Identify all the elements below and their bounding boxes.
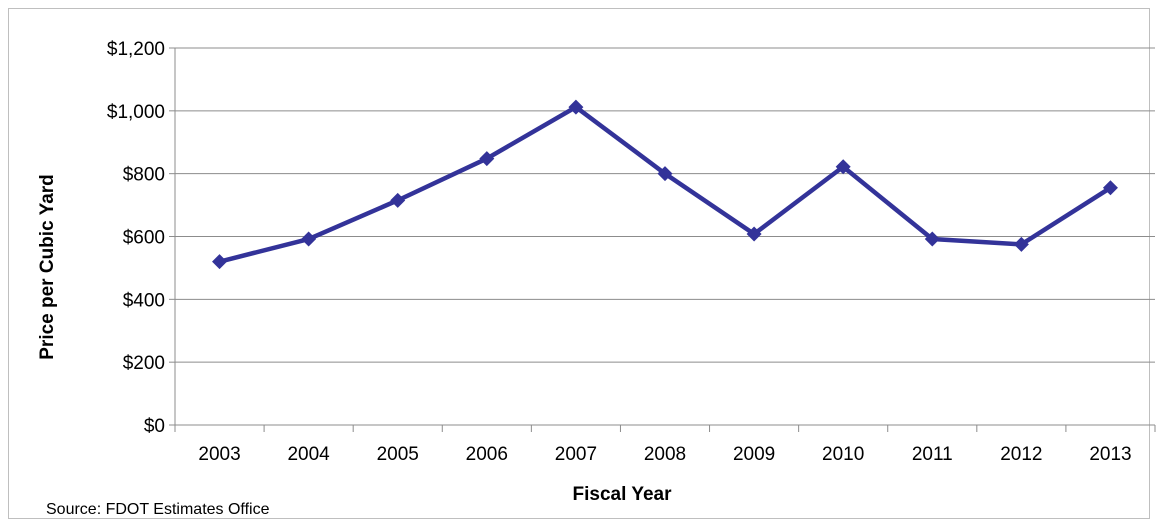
x-tick-label: 2008 — [644, 444, 686, 465]
y-tick-label: $0 — [144, 416, 165, 437]
y-tick-label: $400 — [123, 290, 165, 311]
x-tick-label: 2009 — [733, 444, 775, 465]
x-tick-label: 2005 — [377, 444, 419, 465]
x-tick-label: 2012 — [1000, 444, 1042, 465]
axes — [169, 47, 1156, 432]
y-tick-label: $600 — [123, 228, 165, 249]
data-point — [1013, 236, 1029, 252]
series — [212, 99, 1118, 270]
data-point — [390, 192, 406, 208]
y-tick-labels: $0 $200 $400 $600 $800 $1,000 $1,200 — [107, 39, 165, 437]
series-line — [218, 104, 1112, 264]
x-tick-labels: 2003 2004 2005 2006 2007 2008 2009 2010 2011 2012… — [198, 444, 1131, 465]
x-tick-label: 2013 — [1089, 444, 1131, 465]
data-point — [746, 226, 762, 242]
x-tick-label: 2011 — [912, 444, 953, 465]
data-point — [924, 231, 940, 247]
data-point — [568, 99, 584, 115]
data-point — [212, 254, 228, 270]
x-tick-label: 2006 — [466, 444, 508, 465]
chart-frame — [8, 8, 1150, 519]
gridlines — [175, 47, 1155, 363]
data-point — [657, 166, 673, 182]
source-note: Source: FDOT Estimates Office — [46, 501, 270, 518]
data-point — [479, 151, 495, 167]
y-tick-label: $1,200 — [107, 39, 165, 60]
data-point — [835, 159, 851, 175]
x-tick-label: 2004 — [287, 444, 330, 465]
data-point — [301, 231, 317, 247]
y-tick-label: $800 — [123, 165, 165, 186]
data-point — [1102, 180, 1118, 196]
x-tick-label: 2007 — [555, 444, 597, 465]
y-tick-label: $200 — [123, 353, 165, 374]
x-tick-label: 2003 — [198, 444, 240, 465]
x-axis-title: Fiscal Year — [573, 484, 673, 505]
x-tick-label: 2010 — [822, 444, 864, 465]
y-axis-title: Price per Cubic Yard — [37, 174, 58, 360]
y-tick-label: $1,000 — [107, 102, 165, 123]
